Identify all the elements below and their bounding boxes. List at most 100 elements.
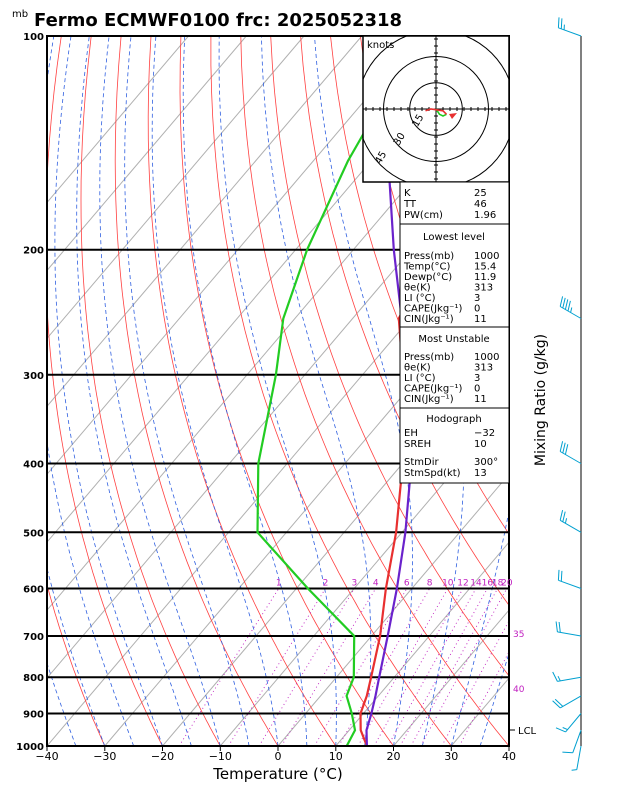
theta-e-label: 40 [513, 685, 525, 695]
most-unstable-value: 313 [474, 363, 493, 374]
temperature-tick-label: 10 [329, 750, 343, 763]
isotherm-line [47, 36, 247, 272]
moist-adiabat-line [261, 36, 372, 746]
pressure-tick-label: 800 [23, 673, 44, 684]
series-line-dewp [256, 36, 421, 746]
wind-barb-flag [552, 671, 558, 682]
pressure-tick-label: 100 [23, 32, 44, 43]
moist-adiabat-line [182, 36, 308, 746]
wind-barb-flag [564, 518, 568, 524]
temperature-tick-label: −30 [93, 750, 116, 763]
most-unstable-label: LI (°C) [404, 373, 436, 384]
mixing-ratio-tick-label: 2 [323, 579, 329, 589]
pressure-tick-label: 300 [23, 371, 44, 382]
wind-barb-flag [557, 17, 560, 28]
series-line-parcel [365, 36, 413, 746]
temperature-tick-label: 20 [387, 750, 401, 763]
mixing-ratio-line [410, 588, 498, 746]
x-axis-title: Temperature (°C) [212, 765, 342, 783]
lowest-level-value: 0 [474, 304, 480, 315]
hodograph-unit: knots [367, 40, 394, 51]
moist-adiabat-line [99, 36, 221, 746]
wind-barb-flag [554, 698, 564, 707]
hodograph-param-value: 13 [474, 468, 487, 479]
most-unstable-label: CAPE(Jkg⁻¹) [404, 384, 462, 395]
dry-adiabat-line [330, 36, 509, 535]
mixing-ratio-tick-label: 12 [457, 579, 468, 589]
wind-barb-flag [564, 444, 569, 455]
wind-barb-flag [571, 769, 577, 771]
mixing-ratio-line [420, 588, 508, 746]
isotherm-line [47, 201, 509, 746]
isotherm-line [393, 609, 509, 746]
moist-adiabat-line [450, 36, 509, 746]
mixing-ratio-tick-label: 16 [482, 579, 494, 589]
mixing-ratio-tick-label: 6 [404, 579, 410, 589]
lcl-label: LCL [518, 726, 537, 737]
hodograph-trace [435, 108, 447, 117]
wind-barb-staff [559, 451, 582, 464]
moist-adiabat-line [479, 652, 509, 746]
dry-adiabat-line [240, 36, 509, 746]
wind-barb-staff [559, 519, 582, 533]
wind-barb-staff [557, 631, 582, 637]
wind-barb-staff [565, 713, 582, 733]
lowest-level-value: 3 [474, 293, 480, 304]
hodograph-ring-label: 30 [392, 131, 408, 148]
index-label: TT [403, 199, 417, 210]
wind-barb-flag [557, 675, 561, 682]
isotherm-line [335, 541, 509, 746]
mixing-ratio-tick-label: 14 [470, 579, 482, 589]
wind-barb-flag [558, 621, 561, 633]
lowest-level-label: CAPE(Jkg⁻¹) [404, 304, 462, 315]
indices-panel [399, 181, 510, 484]
wind-barb-staff [558, 27, 582, 37]
lowest-level-value: 1000 [474, 251, 499, 262]
dry-adiabat-line [114, 36, 279, 746]
pressure-tick-label: 600 [23, 585, 44, 596]
wind-barb-flag [552, 700, 561, 709]
theta-e-label: 35 [513, 630, 524, 640]
temperature-tick-label: 30 [444, 750, 458, 763]
isotherm-line [277, 473, 509, 746]
wind-barb-flag [559, 441, 564, 452]
mixing-ratio-tick-label: 20 [501, 579, 513, 589]
wind-barb-flag [562, 727, 568, 731]
most-unstable-heading: Most Unstable [418, 334, 489, 345]
dry-adiabat-line [300, 36, 509, 607]
lowest-level-value: 11.9 [474, 272, 496, 283]
hodograph-ring-label: 15 [410, 113, 426, 130]
lowest-level-label: θe(K) [404, 283, 431, 294]
mixing-ratio-tick-label: 8 [427, 579, 433, 589]
wind-barb-flag [560, 18, 563, 29]
temperature-tick-label: −20 [151, 750, 174, 763]
lowest-level-label: Press(mb) [404, 251, 454, 262]
lowest-level-label: Temp(°C) [403, 262, 451, 273]
most-unstable-label: Press(mb) [404, 352, 454, 363]
hodograph-param-value: −32 [474, 428, 495, 439]
wind-barb-flag [560, 570, 563, 582]
moist-adiabat-line [76, 36, 192, 746]
lowest-level-heading: Lowest level [423, 232, 485, 243]
index-value: 25 [474, 188, 487, 199]
mixing-ratio-tick-label: 4 [373, 579, 379, 589]
wind-barb-flag [562, 511, 566, 522]
index-label: K [404, 188, 411, 199]
hodograph-param-label: EH [404, 428, 418, 439]
hodograph-param-label: StmSpd(kt) [404, 468, 461, 479]
pressure-tick-label: 200 [23, 246, 44, 257]
wind-barb-staff [572, 730, 582, 753]
moist-adiabat-line [314, 36, 413, 746]
lowest-level-value: 11 [474, 314, 487, 325]
mixing-ratio-line [314, 588, 408, 746]
wind-barb-flag [570, 307, 573, 313]
dry-adiabat-line [47, 583, 106, 746]
pressure-tick-label: 400 [23, 460, 44, 471]
hodograph-param-value: 300° [474, 457, 498, 468]
mixing-ratio-tick-label: 18 [492, 579, 504, 589]
dry-adiabat-line [270, 36, 509, 677]
most-unstable-value: 1000 [474, 352, 499, 363]
moist-adiabat-line [151, 36, 279, 746]
mixing-ratio-line [357, 588, 449, 746]
mixing-ratio-tick-label: 10 [442, 579, 454, 589]
